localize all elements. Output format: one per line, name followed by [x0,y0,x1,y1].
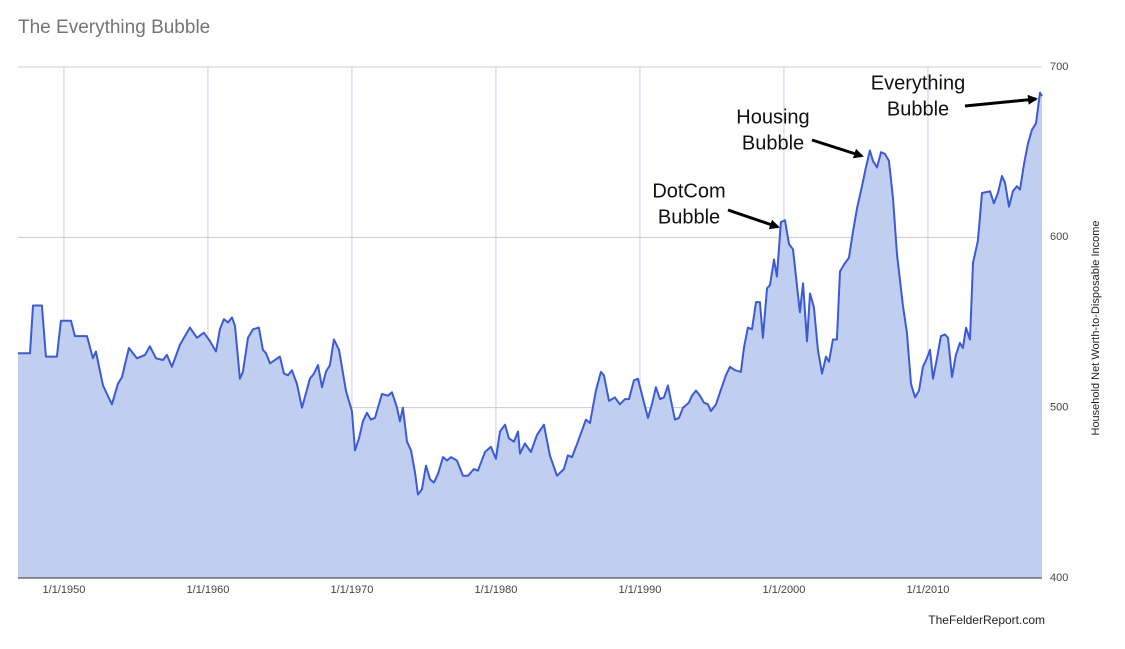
annotation-arrow [964,94,1038,108]
y-tick-label: 700 [1050,61,1068,73]
x-tick-label: 1/1/2000 [763,584,806,596]
annotation: DotCom [652,180,725,202]
annotation: Bubble [658,206,720,228]
x-tick-label: 1/1/1990 [619,584,662,596]
annotation: Bubble [742,132,804,154]
source: TheFelderReport.com [928,613,1045,627]
x-tick-label: 1/1/1950 [43,584,86,596]
x-tick-label: 1/1/1960 [187,584,230,596]
line [18,91,1043,496]
y-axis-label: Household Net Worth-to-Disposable Income [1090,220,1102,435]
x-tick-label: 1/1/2010 [907,584,950,596]
x-tick-label: 1/1/1970 [331,584,374,596]
plot-area: 1/1/1950 1/1/1960 1/1/1970 1/1/1980 1/1/1990… [18,61,1068,596]
y-tick-label: 400 [1050,572,1068,584]
annotation: Everything [871,72,966,94]
annotation-arrow [811,138,864,159]
annotation: Bubble [887,98,949,120]
annotation-arrow [727,208,780,230]
y-tick-label: 600 [1050,231,1068,243]
y-tick-label: 500 [1050,402,1068,414]
chart-title: The Everything Bubble [18,17,210,38]
x-tick-label: 1/1/1980 [475,584,518,596]
area-fill [18,92,1042,578]
annotation: Housing [736,106,809,128]
